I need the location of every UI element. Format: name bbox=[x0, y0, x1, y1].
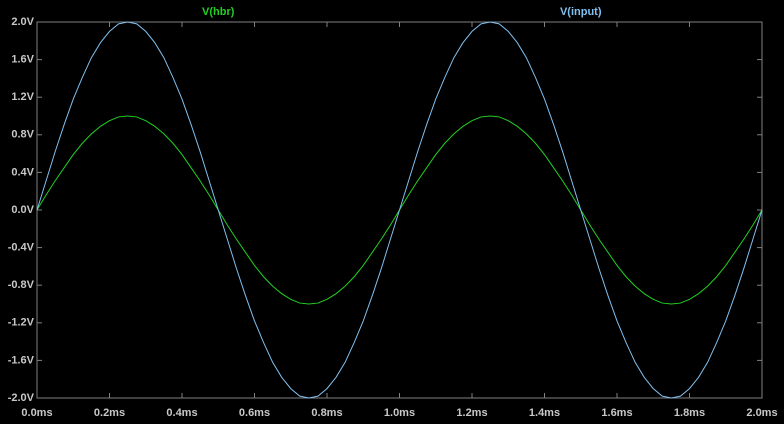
x-tick-label: 0.2ms bbox=[94, 407, 125, 419]
y-tick-label: -2.0V bbox=[8, 392, 35, 404]
y-tick-label: 2.0V bbox=[11, 16, 34, 28]
y-tick-label: -1.2V bbox=[8, 317, 35, 329]
x-tick-label: 1.2ms bbox=[456, 407, 487, 419]
x-tick-label: 0.4ms bbox=[166, 407, 197, 419]
trace bbox=[36, 21, 763, 399]
x-tick-label: 1.4ms bbox=[529, 407, 560, 419]
y-tick-label: 0.8V bbox=[11, 129, 34, 141]
x-tick-label: 0.0ms bbox=[21, 407, 52, 419]
x-tick-label: 1.6ms bbox=[601, 407, 632, 419]
y-tick-label: -0.8V bbox=[8, 279, 35, 291]
y-tick-label: 0.0V bbox=[11, 204, 34, 216]
x-tick-label: 2.0ms bbox=[746, 407, 777, 419]
x-tick-label: 0.8ms bbox=[311, 407, 342, 419]
y-tick-label: 0.4V bbox=[11, 166, 34, 178]
y-tick-label: -1.6V bbox=[8, 354, 35, 366]
legend-label: V(input) bbox=[560, 6, 602, 18]
x-tick-label: 0.6ms bbox=[239, 407, 270, 419]
y-tick-label: 1.2V bbox=[11, 91, 34, 103]
y-tick-label: 1.6V bbox=[11, 54, 34, 66]
y-tick-label: -0.4V bbox=[8, 242, 35, 254]
x-tick-label: 1.8ms bbox=[674, 407, 705, 419]
x-tick-label: 1.0ms bbox=[384, 407, 415, 419]
legend-label: V(hbr) bbox=[202, 6, 235, 18]
